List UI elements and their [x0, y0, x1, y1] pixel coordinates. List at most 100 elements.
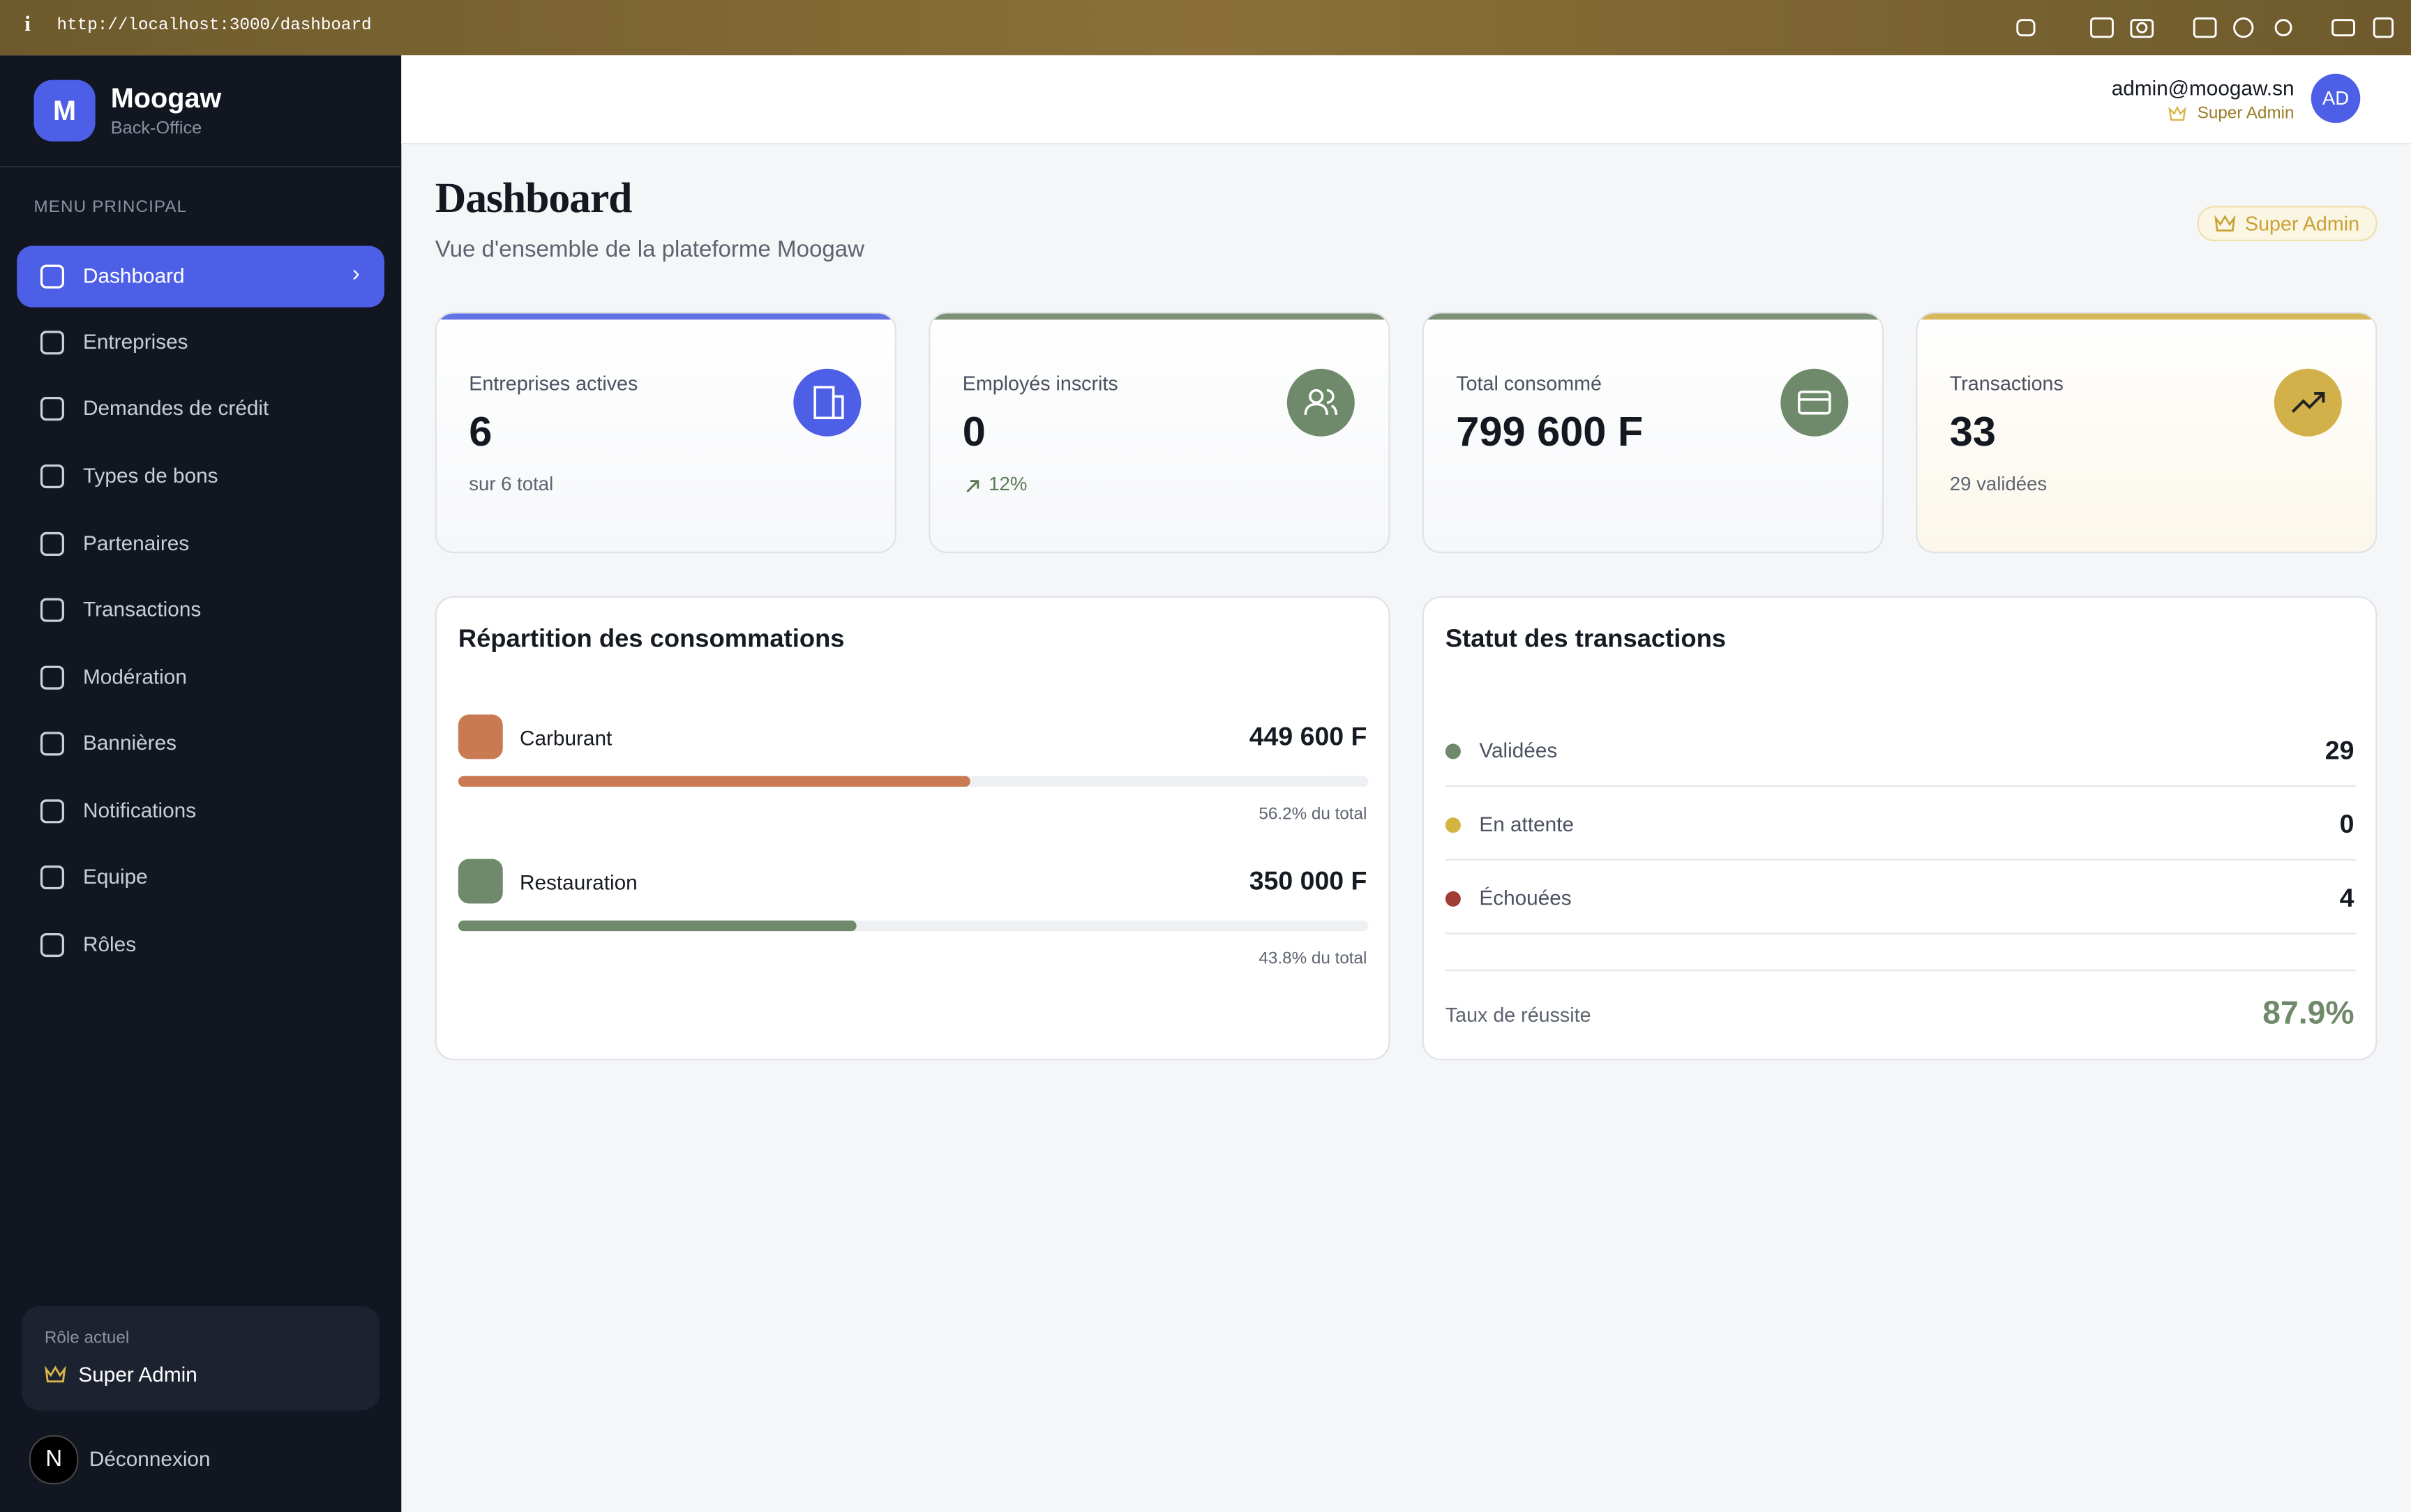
nav-item[interactable]: Types de bons [17, 446, 384, 507]
crown-icon [45, 1365, 66, 1383]
nav-icon [40, 464, 65, 489]
user-email[interactable]: admin@moogaw.sn [2111, 77, 2294, 100]
url[interactable]: http://localhost:3000/dashboard [57, 17, 372, 36]
nav-icon [40, 331, 65, 355]
avatar[interactable]: AD [2311, 73, 2361, 123]
nav-label: Transactions [83, 598, 202, 621]
nav-icon [40, 665, 65, 690]
category-icon [458, 859, 503, 904]
stat-label: Transactions [1949, 372, 2064, 395]
nav-item[interactable]: Partenaires [17, 513, 384, 575]
role: Super Admin [78, 1363, 197, 1386]
stat-card: Transactions 33 29 validées [1916, 312, 2378, 554]
category-name: Restauration [519, 871, 638, 895]
stat-value: 6 [469, 409, 493, 455]
badge-text: Super Admin [2244, 212, 2360, 236]
info-icon[interactable]: i [24, 13, 31, 37]
chevron: › [352, 261, 360, 288]
percent-label: 56.2% du total [1259, 805, 1367, 824]
nav-item[interactable]: Notifications [17, 780, 384, 842]
nav-item[interactable]: Dashboard › [17, 245, 385, 308]
stat-card: Employés inscrits 0 12% [929, 312, 1390, 554]
crown-icon [2214, 215, 2236, 232]
nav-label: Types de bons [83, 464, 218, 487]
nav-label: Demandes de crédit [83, 396, 269, 420]
nav-label: Notifications [83, 799, 197, 822]
stat-note: sur 6 total [469, 473, 554, 495]
nav-label: Bannières [83, 731, 177, 755]
sidebar: M Moogaw Back-Office MENU PRINCIPAL Dash… [0, 55, 402, 1512]
stat-icon [2274, 368, 2342, 437]
logout-avatar[interactable]: N [29, 1435, 79, 1485]
consumption-panel: Répartition des consommations Carburant 4… [435, 596, 1390, 1061]
stat-icon [1286, 368, 1355, 437]
status-count: 29 [2324, 736, 2354, 766]
stat-label: Entreprises actives [469, 372, 638, 395]
nav-label: Rôles [83, 932, 137, 956]
stat-note: 29 validées [1949, 473, 2048, 495]
nav-label: Dashboard [83, 264, 185, 288]
nav-item[interactable]: Demandes de crédit [17, 378, 384, 439]
progress-fill [458, 920, 857, 932]
nav-icon [40, 598, 65, 622]
status-label: Validées [1479, 739, 1558, 762]
percent-label: 43.8% du total [1259, 949, 1367, 969]
status-dot [1445, 891, 1461, 907]
stat-label: Total consommé [1456, 372, 1602, 395]
nav-icon [40, 397, 65, 421]
category-amount: 449 600 F [1249, 722, 1367, 752]
nav-icon [40, 264, 65, 289]
nav-item[interactable]: Equipe [17, 847, 384, 908]
progress-track [458, 920, 1369, 932]
panel-title: Statut des transactions [1445, 625, 1727, 653]
divider [1445, 859, 2356, 861]
stat-label: Employés inscrits [962, 372, 1118, 395]
browser-bar: i http://localhost:3000/dashboard [0, 0, 2411, 56]
nav-item[interactable]: Modération [17, 647, 384, 709]
progress-fill [458, 776, 970, 787]
page-subtitle: Vue d'ensemble de la plateforme Moogaw [435, 236, 865, 263]
role-box: Rôle actuel Super Admin [21, 1306, 380, 1411]
nav-item[interactable]: Bannières [17, 713, 384, 774]
divider [0, 165, 402, 168]
rate-label: Taux de réussite [1445, 1003, 1591, 1027]
category-amount: 350 000 F [1249, 866, 1367, 896]
transactions-panel: Statut des transactions Validées 29 En att… [1422, 596, 2378, 1061]
progress-track [458, 776, 1369, 787]
status-dot [1445, 743, 1461, 759]
nav-icon [40, 865, 65, 890]
stat-value: 0 [962, 409, 986, 455]
category-icon [458, 714, 503, 759]
stat-note: 12% [989, 473, 1028, 495]
brand-subtitle: Back-Office [110, 119, 202, 139]
nav-icon [40, 932, 65, 958]
card-accent [436, 313, 895, 320]
browser-tools [2016, 17, 2394, 38]
nav-item[interactable]: Rôles [17, 914, 384, 976]
nav-icon [40, 799, 65, 824]
logout[interactable]: Déconnexion [89, 1447, 211, 1471]
stat-card: Entreprises actives 6 sur 6 total [435, 312, 896, 554]
nav-label: Entreprises [83, 330, 188, 354]
card-accent [1423, 313, 1882, 320]
status-count: 0 [2339, 810, 2354, 840]
nav-item[interactable]: Transactions [17, 580, 384, 641]
logo: M [33, 80, 96, 142]
category-name: Carburant [519, 727, 613, 750]
stat-value: 33 [1949, 409, 1997, 455]
nav-label: Modération [83, 665, 187, 689]
nav-icon [40, 531, 65, 557]
role-label: Rôle actuel [44, 1329, 130, 1348]
card-accent [930, 313, 1389, 320]
status-label: Échouées [1479, 886, 1572, 910]
stat-value: 799 600 F [1456, 409, 1644, 455]
status-dot [1445, 817, 1461, 833]
divider [1445, 969, 2356, 972]
success-rate: 87.9% [2262, 995, 2354, 1031]
nav-item[interactable]: Entreprises [17, 312, 384, 373]
divider [1445, 785, 2356, 787]
stat-icon [793, 368, 862, 437]
brand: Moogaw [110, 82, 222, 114]
